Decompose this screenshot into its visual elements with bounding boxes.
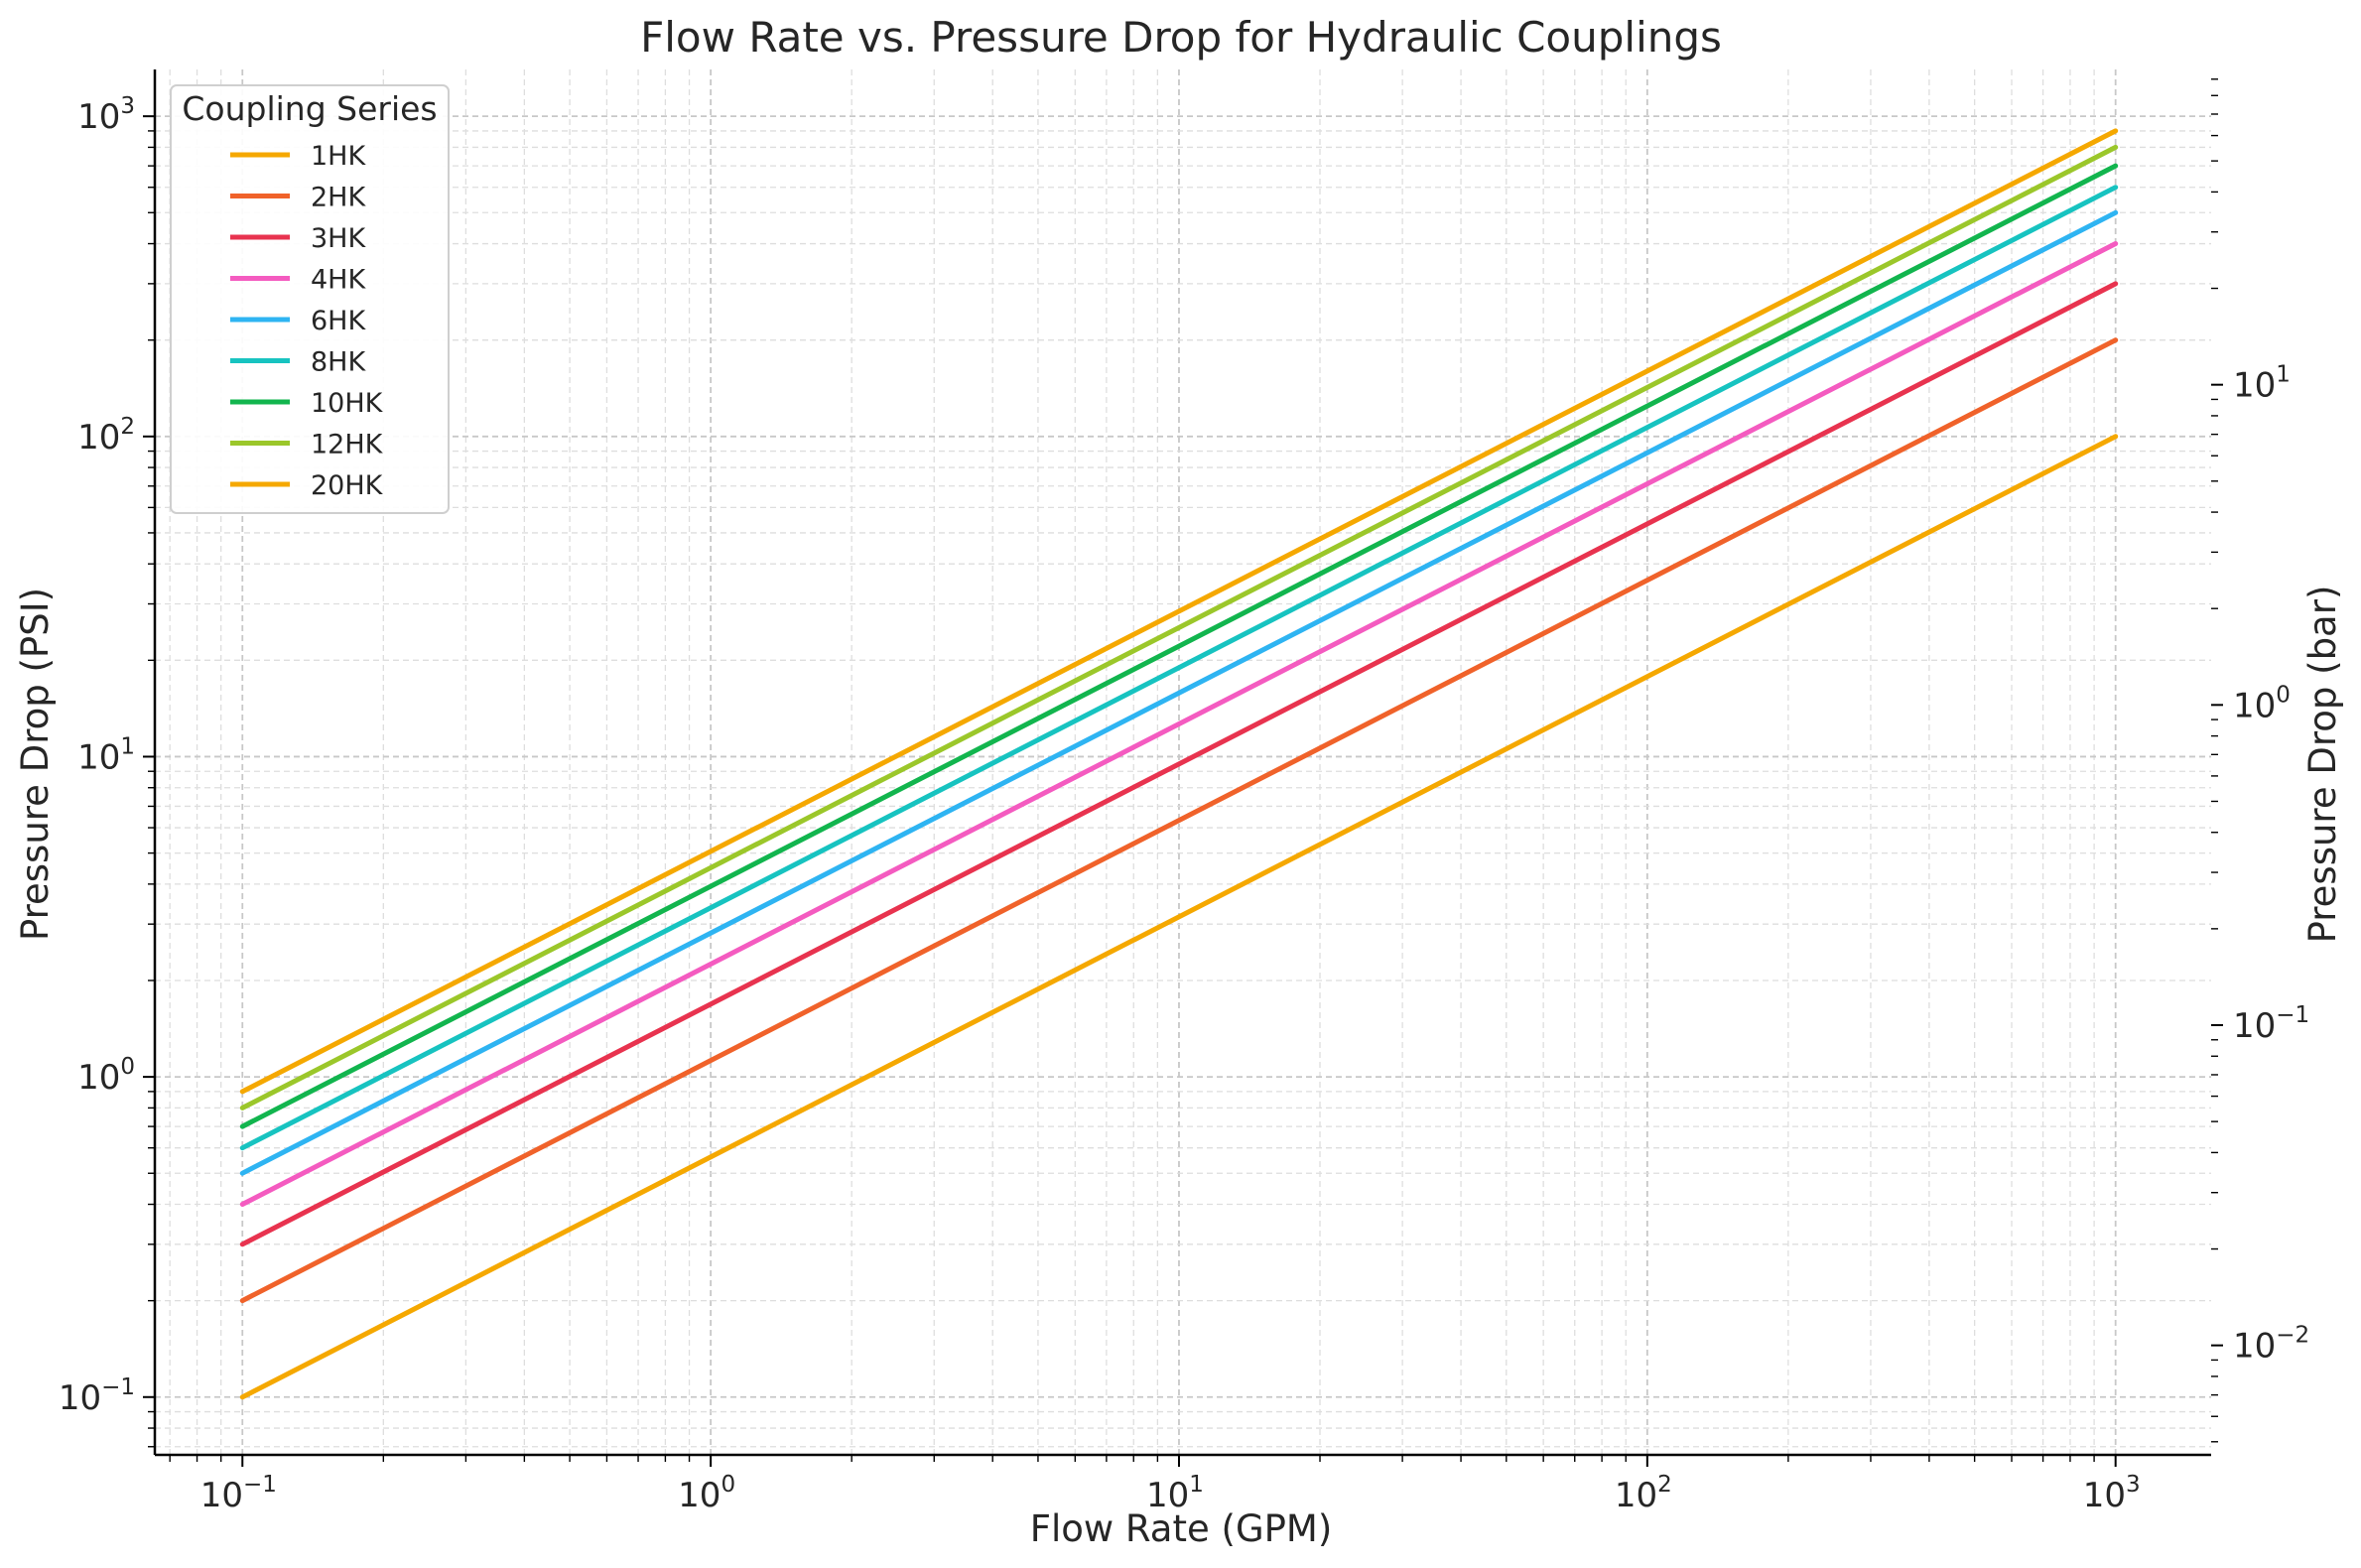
tick-marks-and-labels: 10−1 100 101 102 103 10−1 100 101 102 103 10−2 10−1… [59,78,2309,1515]
right-y-tick-label: 101 [2233,362,2291,406]
y-tick-label: 102 [77,414,135,457]
legend-label-4hk: 4HK [311,265,366,296]
legend-label-1hk: 1HK [311,141,366,172]
series-line-6hk [239,209,2119,1176]
series-lines [239,128,2119,1400]
series-line-8hk [239,185,2119,1151]
y-tick-label: 101 [77,733,135,777]
legend-label-8hk: 8HK [311,347,366,378]
legend-items: 1HK 2HK 3HK 4HK 6HK 8HK 10HK 12HK 20HK [230,141,384,501]
legend-label-6hk: 6HK [311,306,366,336]
x-axis-label: Flow Rate (GPM) [1030,1507,1333,1550]
legend-title: Coupling Series [182,89,437,128]
y-tick-label: 10−1 [59,1374,135,1418]
x-tick-label: 101 [1146,1472,1204,1515]
x-tick-label: 102 [1615,1472,1672,1515]
grid [155,69,2211,1455]
x-tick-label: 103 [2083,1472,2141,1515]
legend-label-2hk: 2HK [311,183,366,213]
y-axis-label: Pressure Drop (PSI) [14,588,57,941]
series-line-1hk [239,434,2119,1400]
y-tick-label: 103 [77,93,135,137]
series-line-12hk [239,144,2119,1111]
legend: Coupling Series 1HK 2HK 3HK 4HK 6HK 8HK 10HK 12… [170,84,450,514]
x-tick-label: 100 [678,1472,735,1515]
right-y-tick-label: 10−2 [2233,1323,2309,1367]
chart-title: Flow Rate vs. Pressure Drop for Hydrauli… [640,13,1722,62]
series-line-20hk [239,128,2119,1095]
series-line-2hk [239,337,2119,1304]
series-line-3hk [239,281,2119,1247]
legend-box [170,84,450,514]
legend-label-10hk: 10HK [311,388,384,419]
axes [153,69,2211,1457]
legend-label-12hk: 12HK [311,430,384,460]
right-y-axis-label: Pressure Drop (bar) [2301,586,2344,944]
y-tick-label: 100 [77,1054,135,1098]
x-tick-label: 10−1 [200,1472,277,1515]
series-line-10hk [239,163,2119,1129]
series-line-4hk [239,241,2119,1207]
right-y-tick-label: 10−1 [2233,1002,2309,1046]
right-y-tick-label: 100 [2233,682,2291,725]
legend-label-3hk: 3HK [311,223,366,254]
legend-label-20hk: 20HK [311,470,384,501]
